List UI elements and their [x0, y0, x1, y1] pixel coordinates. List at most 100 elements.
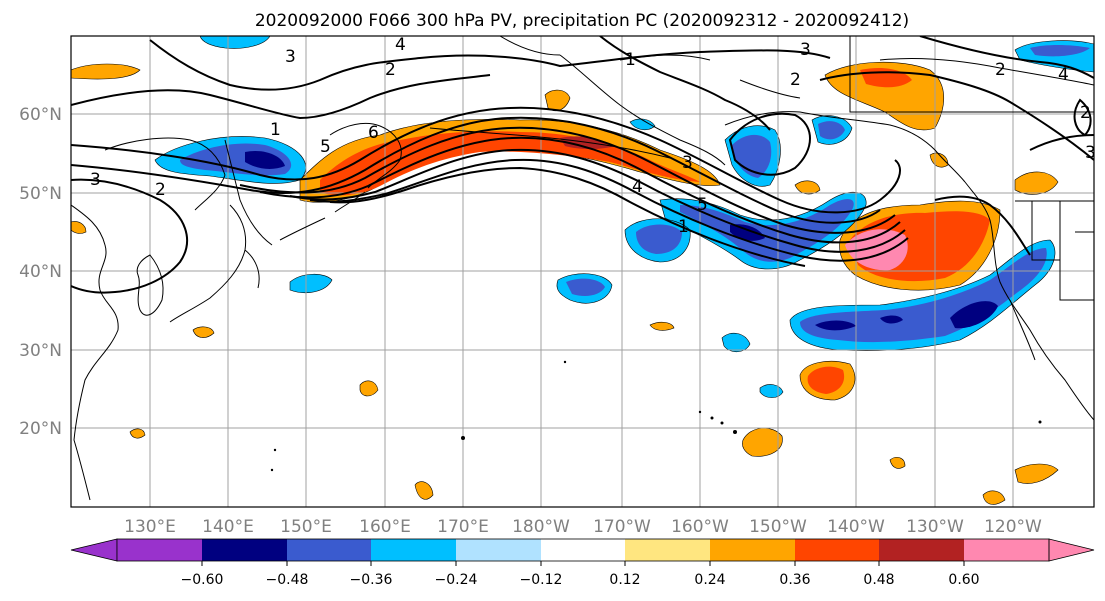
island-hawaii-2 — [720, 421, 724, 425]
pos-anomaly-mid-1 — [359, 380, 379, 397]
colorbar-tick-label: −0.60 — [181, 572, 224, 588]
contour-label: 2 — [790, 70, 801, 90]
colorbar-bin — [202, 539, 287, 561]
coast-alaska-west — [559, 54, 726, 166]
neg-anomaly-mid-3 — [289, 273, 333, 293]
pos-anomaly-se-1 — [1014, 463, 1059, 484]
pv-contour-3 — [239, 126, 896, 234]
contour-label: 3 — [800, 40, 811, 60]
contour-label: 1 — [625, 50, 636, 70]
island-mariana-2 — [270, 468, 274, 472]
neg-anomaly-mid-5 — [759, 384, 784, 398]
pv-contour-far-east — [934, 195, 1031, 256]
lon-label-140w: 140°W — [827, 517, 885, 537]
colorbar-tick-label: −0.48 — [266, 572, 309, 588]
coastlines — [71, 36, 1094, 501]
pv-contour-6 — [309, 158, 909, 262]
neg-anomaly-alaska-2-mid — [818, 121, 845, 140]
pos-anomaly-mid-3 — [794, 180, 821, 195]
pv-contour-4 — [259, 136, 901, 244]
pos-anomaly-sub-hawaii-core — [807, 366, 845, 394]
contour-label: 3 — [682, 153, 693, 173]
neg-anomaly-top-1 — [199, 36, 271, 49]
colorbar-tick-label: 0.36 — [779, 572, 810, 588]
colorbar-tick-label: 0.12 — [609, 572, 640, 588]
colorbar-tick-label: 0.48 — [863, 572, 894, 588]
colorbar-outline — [116, 538, 1050, 562]
contour-label: 2 — [995, 60, 1006, 80]
island-hawaii-3 — [710, 416, 714, 420]
neg-anomaly-gulf-arc-mid — [680, 198, 854, 262]
contour-label: 4 — [632, 177, 643, 197]
contour-label: 3 — [285, 47, 296, 67]
coast-okhotsk — [104, 137, 226, 211]
lon-label-130e: 130°E — [124, 517, 176, 537]
colorbar-ticks — [201, 561, 965, 566]
island-hawaii-4 — [698, 410, 702, 414]
pos-anomaly-south-2 — [889, 457, 906, 469]
colorbar-bin — [287, 539, 371, 561]
pos-anomaly-alaska-gulf — [824, 61, 944, 131]
island-hawaii-1 — [733, 430, 737, 434]
coast-alaska-south — [724, 111, 966, 183]
island-revillagigedo — [1038, 420, 1042, 424]
colorbar-tick-label: −0.36 — [350, 572, 393, 588]
colorbar-extend-high — [1048, 538, 1095, 562]
pv-contour-north-4 — [819, 71, 1094, 161]
island-mariana-1 — [273, 448, 277, 452]
pos-anomaly-small-1 — [192, 326, 215, 338]
lat-labels: 60°N 50°N 40°N 30°N 20°N — [19, 105, 62, 439]
lat-label-20n: 20°N — [19, 419, 62, 439]
colorbar-tick-label: 0.60 — [948, 572, 979, 588]
lon-labels: 130°E 140°E 150°E 160°E 170°E 180°W 170°… — [124, 517, 1042, 537]
lon-label-130w: 130°W — [906, 517, 964, 537]
coast-aleutians — [429, 127, 671, 159]
lon-label-150w: 150°W — [749, 517, 807, 537]
colorbar: −0.60 −0.48 −0.36 −0.24 −0.12 0.12 0.24 … — [70, 538, 1095, 588]
map-frame — [70, 35, 1095, 508]
boundary-us-states-1 — [1031, 201, 1060, 261]
coast-na-west — [964, 181, 1094, 421]
pv-contour-5 — [289, 148, 906, 253]
graticule — [71, 36, 1094, 507]
figure-title: 2020092000 F066 300 hPa PV, precipitatio… — [255, 11, 909, 31]
lon-label-150e: 150°E — [280, 517, 332, 537]
contour-label: 4 — [1058, 65, 1069, 85]
lat-label-50n: 50°N — [19, 184, 62, 204]
coast-asia-east — [71, 204, 119, 501]
map-content: 3 2 1 2 3 4 5 6 1 2 3 4 1 2 3 4 5 2 3 — [71, 35, 1096, 507]
colorbar-tick-label: 0.24 — [694, 572, 725, 588]
contour-label: 1 — [270, 120, 281, 140]
coast-japan — [169, 204, 260, 323]
boundary-alaska-canada — [849, 36, 1094, 113]
colorbar-bin — [541, 539, 625, 561]
pv-contour-alaska-loop — [728, 112, 811, 176]
colorbar-bin — [964, 539, 1049, 561]
boundaries — [849, 36, 1094, 301]
neg-anomaly-alaska-mid — [732, 134, 772, 178]
pos-anomaly-south-1 — [414, 481, 434, 500]
island-wake — [461, 436, 465, 440]
neg-anomaly-mid-2-mid — [566, 278, 605, 296]
neg-anomaly-small-top — [629, 118, 656, 131]
pv-contour-1 — [71, 106, 901, 214]
colorbar-bin — [456, 539, 541, 561]
lon-label-170w: 170°W — [593, 517, 651, 537]
contour-label: 2 — [385, 60, 396, 80]
colorbar-bin — [371, 539, 456, 561]
neg-anomaly-top-right-mid — [1030, 45, 1090, 57]
islands — [270, 360, 1042, 472]
colorbar-tick-label: −0.12 — [520, 572, 563, 588]
contour-label: 5 — [697, 195, 708, 215]
pv-contour-ne-loop — [1073, 98, 1092, 137]
island-midway — [563, 360, 567, 364]
neg-anomaly-subtropical-core-1 — [815, 320, 856, 331]
lat-label-60n: 60°N — [19, 105, 62, 125]
neg-anomaly-gulf-arc-core — [730, 224, 765, 241]
contour-label: 4 — [395, 35, 406, 55]
lon-label-180w: 180°W — [512, 517, 570, 537]
contour-label: 3 — [1085, 143, 1096, 163]
contour-label: 1 — [678, 217, 689, 237]
